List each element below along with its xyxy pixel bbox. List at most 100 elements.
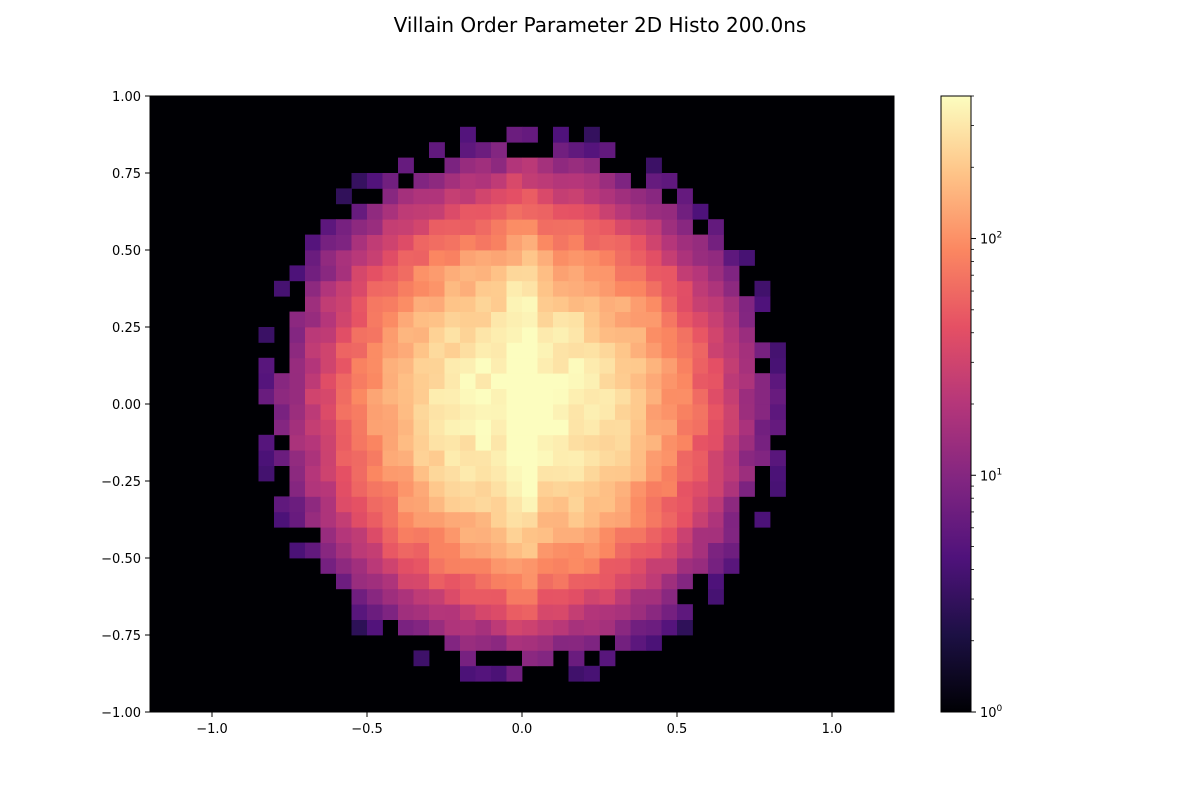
heatmap-cell <box>553 373 569 389</box>
heatmap-cell <box>646 588 662 605</box>
heatmap-cell <box>661 434 678 451</box>
heatmap-cell <box>506 296 523 312</box>
heatmap-cell <box>475 588 492 605</box>
heatmap-cell <box>692 342 709 359</box>
heatmap-cell <box>661 404 678 420</box>
heatmap-cell <box>475 342 492 359</box>
heatmap-cell <box>568 558 585 574</box>
heatmap-cell <box>258 327 275 343</box>
heatmap-cell <box>336 527 352 543</box>
heatmap-cell <box>336 496 352 513</box>
heatmap-cell <box>429 388 445 405</box>
heatmap-cell <box>677 296 693 312</box>
heatmap-cell <box>723 511 740 528</box>
heatmap-cell <box>506 404 523 420</box>
heatmap-cell <box>599 342 616 359</box>
heatmap-cell <box>351 481 368 497</box>
heatmap-cell <box>506 465 523 482</box>
heatmap-cell <box>506 203 523 220</box>
heatmap-cell <box>413 388 430 405</box>
heatmap-cell <box>460 404 476 420</box>
heatmap-cell <box>367 388 383 405</box>
heatmap-cell <box>584 250 600 266</box>
heatmap-cell <box>630 481 647 497</box>
heatmap-cell <box>413 404 430 420</box>
heatmap-cell <box>429 234 445 251</box>
heatmap-cell <box>708 404 724 420</box>
heatmap-cell <box>429 357 445 374</box>
heatmap-cell <box>599 250 616 266</box>
heatmap-cell <box>615 573 631 590</box>
heatmap-cell <box>661 419 678 436</box>
heatmap-cell <box>460 203 476 220</box>
heatmap-cell <box>491 327 507 343</box>
heatmap-cell <box>770 404 786 420</box>
heatmap-cell <box>692 357 709 374</box>
heatmap-cell <box>553 327 569 343</box>
heatmap-cell <box>320 434 337 451</box>
heatmap-cell <box>723 527 740 543</box>
heatmap-cell <box>506 665 523 682</box>
heatmap-cell <box>661 311 678 328</box>
heatmap-cell <box>677 481 693 497</box>
heatmap-cell <box>537 542 554 559</box>
heatmap-cell <box>630 635 647 651</box>
heatmap-cell <box>491 173 507 189</box>
heatmap-cell <box>351 465 368 482</box>
heatmap-cell <box>491 573 507 590</box>
y-tick-label: 0.50 <box>112 244 141 259</box>
heatmap-cell <box>413 450 430 466</box>
heatmap-cell <box>723 388 740 405</box>
heatmap-cell <box>708 465 724 482</box>
heatmap-cell <box>382 388 399 405</box>
heatmap-cell <box>553 173 569 189</box>
heatmap-cell <box>444 496 461 513</box>
heatmap-cell <box>491 250 507 266</box>
heatmap-cell <box>506 311 523 328</box>
heatmap-cell <box>568 527 585 543</box>
heatmap-cell <box>413 219 430 235</box>
heatmap-cell <box>599 357 616 374</box>
heatmap-cell <box>460 311 476 328</box>
heatmap-cell <box>708 357 724 374</box>
heatmap-cell <box>723 280 740 297</box>
heatmap-cell <box>491 527 507 543</box>
heatmap-cell <box>723 265 740 282</box>
heatmap-cell <box>584 604 600 620</box>
heatmap-cell <box>444 573 461 590</box>
heatmap-cell <box>739 342 755 359</box>
heatmap-cell <box>320 496 337 513</box>
heatmap-cell <box>475 188 492 205</box>
heatmap-cell <box>382 542 399 559</box>
heatmap-cell <box>506 573 523 590</box>
heatmap-cell <box>553 542 569 559</box>
heatmap-cell <box>444 188 461 205</box>
heatmap-cell <box>584 126 600 143</box>
heatmap-cell <box>506 234 523 251</box>
heatmap-cell <box>460 126 476 143</box>
heatmap-cell <box>320 327 337 343</box>
heatmap-cell <box>584 373 600 389</box>
heatmap-cell <box>692 404 709 420</box>
heatmap-cell <box>646 496 662 513</box>
heatmap-cell <box>460 496 476 513</box>
heatmap-cell <box>320 265 337 282</box>
heatmap-cell <box>351 511 368 528</box>
y-tick-label: −0.25 <box>101 475 141 490</box>
heatmap-cell <box>522 188 538 205</box>
heatmap-cell <box>584 219 600 235</box>
heatmap-cell <box>739 327 755 343</box>
heatmap-cell <box>475 404 492 420</box>
heatmap-cell <box>630 619 647 636</box>
heatmap-cell <box>336 404 352 420</box>
heatmap-cell <box>739 373 755 389</box>
heatmap-cell <box>336 327 352 343</box>
heatmap-cell <box>599 388 616 405</box>
heatmap-cell <box>367 173 383 189</box>
heatmap-cell <box>553 619 569 636</box>
heatmap-cell <box>367 311 383 328</box>
heatmap-cell <box>413 265 430 282</box>
heatmap-cell <box>475 665 492 682</box>
heatmap-cell <box>491 465 507 482</box>
heatmap-cell <box>708 511 724 528</box>
